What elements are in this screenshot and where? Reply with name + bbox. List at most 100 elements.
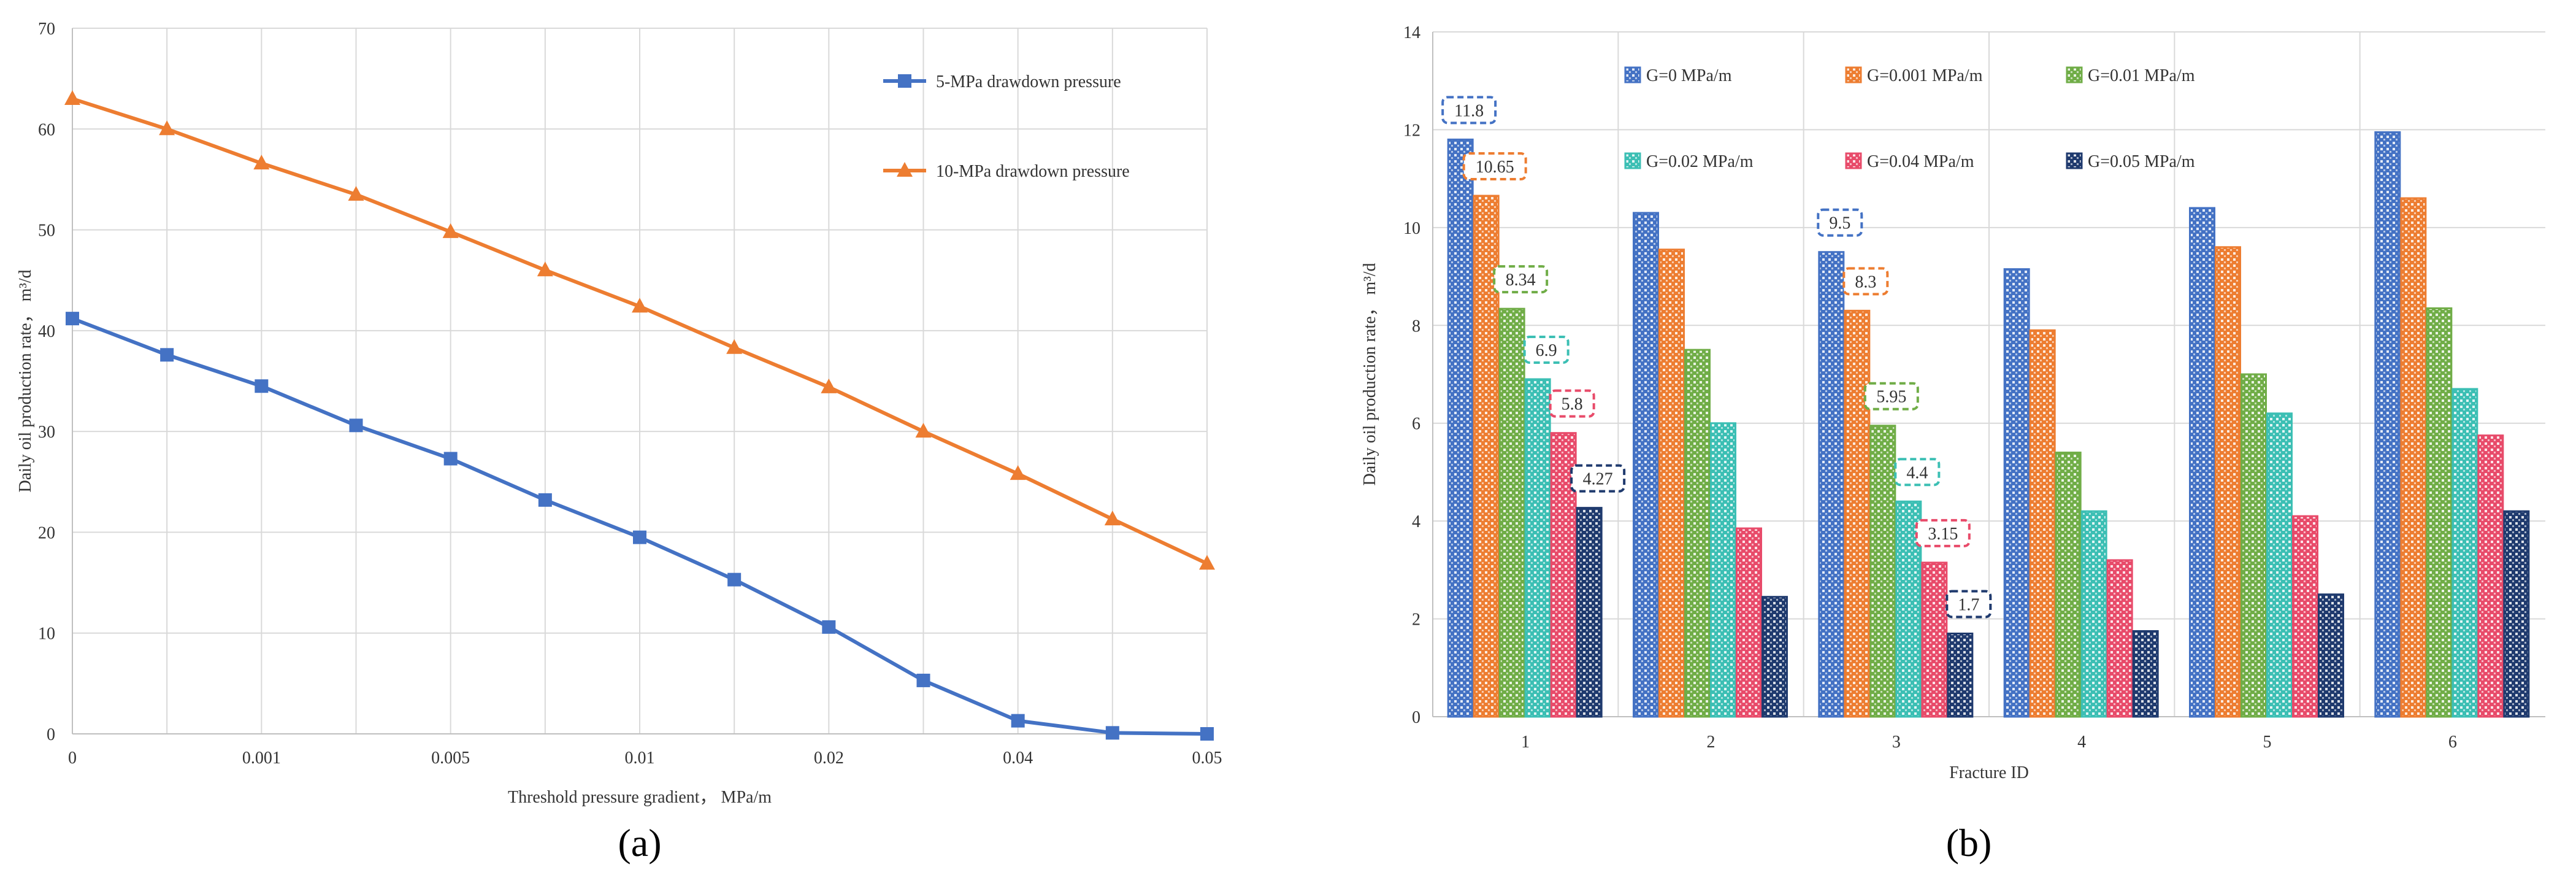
chart-a: 0 10 20 30 40 50 60 70 0 0.001 0.005 0.01 0.02 0.04 0.… xyxy=(16,20,1222,865)
bar xyxy=(1658,249,1685,718)
x-tick-label: 0 xyxy=(68,749,77,768)
data-point xyxy=(1011,714,1025,728)
data-label-box xyxy=(1863,382,1919,411)
bar xyxy=(1684,349,1711,718)
legend-swatch xyxy=(1845,66,1862,83)
data-label: 10.65 xyxy=(1476,158,1514,177)
y-axis-title: Daily oil production rate， m³/d xyxy=(16,270,35,493)
data-point xyxy=(253,155,270,170)
y-tick-label: 4 xyxy=(1412,512,1420,531)
bar xyxy=(2318,593,2344,718)
legend-marker xyxy=(898,74,911,88)
y-tick-label: 20 xyxy=(38,523,55,542)
bar xyxy=(1921,561,1948,718)
bar xyxy=(1844,309,1871,718)
bar xyxy=(2003,268,2030,718)
bar xyxy=(1818,251,1845,718)
legend-label: G=0 MPa/m xyxy=(1646,66,1732,85)
bar xyxy=(2029,329,2056,718)
bar xyxy=(2374,131,2401,718)
legend-swatch xyxy=(1845,152,1862,169)
legend-swatch xyxy=(2066,66,2083,83)
bar xyxy=(2266,412,2293,718)
data-point xyxy=(632,298,648,313)
bar xyxy=(1710,422,1736,718)
x-tick-label: 5 xyxy=(2263,733,2272,752)
bar xyxy=(2241,373,2267,718)
data-label-box xyxy=(1549,389,1595,418)
data-label: 5.8 xyxy=(1562,395,1583,414)
data-label-box xyxy=(1894,458,1941,487)
y-tick-label: 40 xyxy=(38,322,55,341)
bar xyxy=(1633,212,1659,718)
y-tick-label: 8 xyxy=(1412,317,1420,336)
data-point xyxy=(443,452,458,466)
data-label: 1.7 xyxy=(1958,595,1979,614)
data-label-box xyxy=(1462,152,1527,181)
bar xyxy=(2189,207,2215,718)
bar xyxy=(1524,378,1551,718)
legend-label: G=0.05 MPa/m xyxy=(2088,152,2195,171)
data-point xyxy=(727,572,742,587)
y-tick-label: 10 xyxy=(1403,219,1420,238)
bar xyxy=(2451,388,2478,718)
y-tick-label: 70 xyxy=(38,20,55,39)
x-tick-label: 0.05 xyxy=(1192,749,1222,768)
x-tick-label: 0.001 xyxy=(242,749,281,768)
legend-label: G=0.02 MPa/m xyxy=(1646,152,1754,171)
legend-label: 5-MPa drawdown pressure xyxy=(936,72,1121,91)
bar xyxy=(1869,425,1896,718)
panel-label: (a) xyxy=(618,821,661,865)
bar xyxy=(2400,197,2427,718)
x-tick-label: 0.005 xyxy=(431,749,470,768)
x-tick-label: 1 xyxy=(1521,733,1530,752)
x-tick-label: 4 xyxy=(2077,733,2086,752)
data-label: 6.9 xyxy=(1536,341,1557,360)
data-label-box xyxy=(1842,267,1889,296)
data-point xyxy=(1105,726,1119,740)
y-tick-label: 30 xyxy=(38,423,55,442)
data-point xyxy=(537,261,553,277)
data-label-box xyxy=(1570,464,1626,493)
data-point xyxy=(348,186,364,201)
y-axis-title: Daily oil production rate， m³/d xyxy=(1360,263,1379,486)
data-point xyxy=(821,378,837,393)
y-tick-label: 0 xyxy=(47,725,55,744)
data-point xyxy=(66,312,79,326)
data-point xyxy=(726,339,743,354)
data-point xyxy=(916,673,930,687)
panel-label: (b) xyxy=(1946,821,1992,865)
bar xyxy=(2292,515,2318,718)
bar xyxy=(2215,246,2241,718)
bar xyxy=(2503,510,2530,718)
x-tick-label: 0.04 xyxy=(1003,749,1033,768)
data-point xyxy=(633,530,646,544)
bar xyxy=(1498,307,1525,718)
x-axis-title: Threshold pressure gradient， MPa/m xyxy=(508,788,772,807)
data-point xyxy=(159,120,175,136)
data-point xyxy=(442,223,459,238)
x-tick-label: 0.02 xyxy=(814,749,844,768)
data-label-box xyxy=(1441,96,1497,125)
data-label: 8.34 xyxy=(1506,271,1536,290)
bar xyxy=(2477,434,2504,718)
legend-marker xyxy=(897,162,913,177)
data-point xyxy=(1104,511,1121,526)
x-tick-label: 6 xyxy=(2448,733,2457,752)
x-axis-title: Fracture ID xyxy=(1949,763,2029,782)
legend-swatch xyxy=(2066,152,2083,169)
y-tick-label: 14 xyxy=(1403,23,1420,42)
data-point xyxy=(822,620,836,634)
legend-swatch xyxy=(1624,66,1641,83)
bar xyxy=(1447,138,1474,718)
data-label: 5.95 xyxy=(1876,388,1906,407)
data-label: 4.4 xyxy=(1906,463,1928,482)
x-tick-label: 0.01 xyxy=(625,749,655,768)
data-point xyxy=(349,418,363,433)
data-point xyxy=(1199,555,1215,570)
bar xyxy=(1576,507,1603,718)
bar xyxy=(2132,630,2159,718)
bar xyxy=(2055,452,2082,718)
data-point xyxy=(64,90,80,105)
